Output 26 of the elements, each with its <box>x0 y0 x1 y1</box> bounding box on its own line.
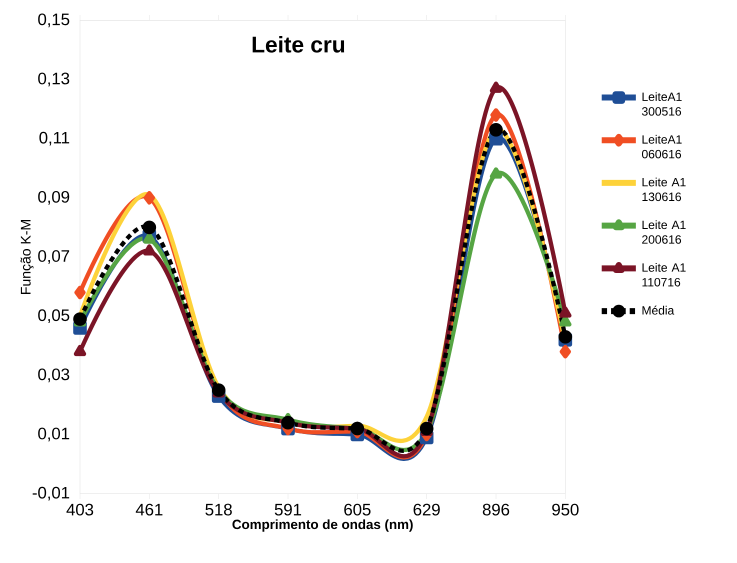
y-tick-label: 0,09 <box>38 190 70 205</box>
x-axis-title: Comprimento de ondas (nm) <box>232 519 413 532</box>
y-tick-label: 0,05 <box>38 309 70 324</box>
text: Leite cru <box>252 36 344 53</box>
y-tick-label: 0,13 <box>38 72 70 86</box>
y-tick-label: 0,03 <box>38 368 70 382</box>
legend-label: LeiteA1 060616 <box>642 134 682 158</box>
y-tick-label: -0,01 <box>32 486 70 501</box>
x-tick-label: 403 <box>66 504 94 516</box>
x-tick-label: 518 <box>205 504 232 516</box>
legend-label: Média <box>642 306 674 315</box>
legend-label: Leite A1 110716 <box>642 262 686 286</box>
x-tick-label: 461 <box>136 504 162 516</box>
legend-label: LeiteA1 300516 <box>642 92 682 116</box>
x-tick-label: 591 <box>274 504 302 516</box>
legend-label: Leite A1 130616 <box>642 178 686 202</box>
y-tick-label: 0,07 <box>38 250 70 264</box>
x-tick-label: 605 <box>344 504 371 516</box>
x-tick-label: 629 <box>414 504 440 516</box>
y-tick-label: 0,15 <box>38 13 70 28</box>
y-tick-label: 0,11 <box>39 132 70 146</box>
y-axis-title: Função K-M <box>20 220 34 294</box>
x-tick-label: 950 <box>552 504 579 516</box>
x-tick-label: 896 <box>482 504 510 516</box>
legend-label: Leite A1 200616 <box>642 220 686 244</box>
y-tick-label: 0,01 <box>38 428 70 442</box>
